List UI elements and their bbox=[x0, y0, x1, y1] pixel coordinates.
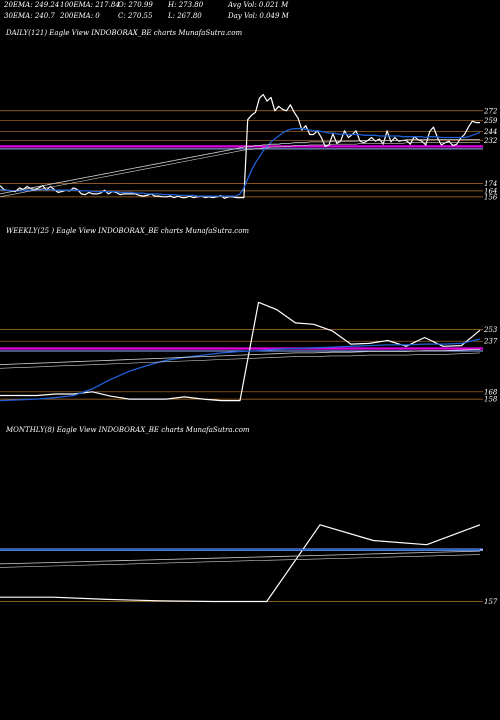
header-close: C: 270.55 bbox=[118, 12, 153, 20]
weekly-panel-label: WEEKLY(25 ) Eagle View INDOBORAX_BE char… bbox=[6, 227, 250, 235]
header-30ema: 30EMA: 240.7 bbox=[4, 12, 55, 20]
daily-tick-label: 272 bbox=[483, 107, 498, 115]
daily-tick-label: 174 bbox=[484, 180, 497, 188]
monthly-tick-label: 157 bbox=[484, 598, 498, 606]
daily-tick-label: 164 bbox=[484, 187, 497, 195]
weekly-tick-label: 237 bbox=[483, 338, 498, 346]
weekly-tick-label: 158 bbox=[484, 396, 498, 404]
header-20ema: 20EMA: 249.24 bbox=[4, 1, 60, 9]
daily-tick-label: 156 bbox=[484, 193, 498, 201]
header-100ema: 100EMA: 217.84 bbox=[60, 1, 120, 9]
monthly-price-line bbox=[0, 524, 481, 603]
weekly-tick-label: 253 bbox=[483, 326, 498, 334]
daily-tick-label: 259 bbox=[483, 117, 498, 125]
monthly-panel-label: MONTHLY(8) Eagle View INDOBORAX_BE chart… bbox=[6, 426, 250, 434]
header-low: L: 267.80 bbox=[168, 12, 202, 20]
daily-ema-slow2-line bbox=[0, 142, 480, 198]
daily-tick-label: 244 bbox=[483, 128, 497, 136]
header-day-vol: Day Vol: 0.049 M bbox=[228, 12, 289, 20]
weekly-tick-label: 168 bbox=[484, 388, 498, 396]
header-open: O: 270.99 bbox=[118, 1, 153, 9]
daily-ema-fast-line bbox=[0, 127, 481, 197]
header-high: H: 273.80 bbox=[168, 1, 204, 9]
daily-tick-label: 232 bbox=[483, 137, 498, 145]
weekly-ema-slow-line bbox=[0, 348, 481, 366]
header-200ema: 200EMA: 0 bbox=[60, 12, 100, 20]
daily-panel-label: DAILY(121) Eagle View INDOBORAX_BE chart… bbox=[6, 29, 243, 37]
weekly-ema-slow2-line bbox=[0, 352, 481, 369]
weekly-ema-fast-line bbox=[0, 338, 481, 402]
monthly-ema-slow-line bbox=[0, 550, 481, 565]
header-avg-vol: Avg Vol: 0.021 M bbox=[228, 1, 289, 9]
daily-ema-slow-line bbox=[0, 139, 480, 195]
daily-price-line bbox=[0, 93, 480, 199]
monthly-ema-slow2-line bbox=[0, 554, 481, 568]
